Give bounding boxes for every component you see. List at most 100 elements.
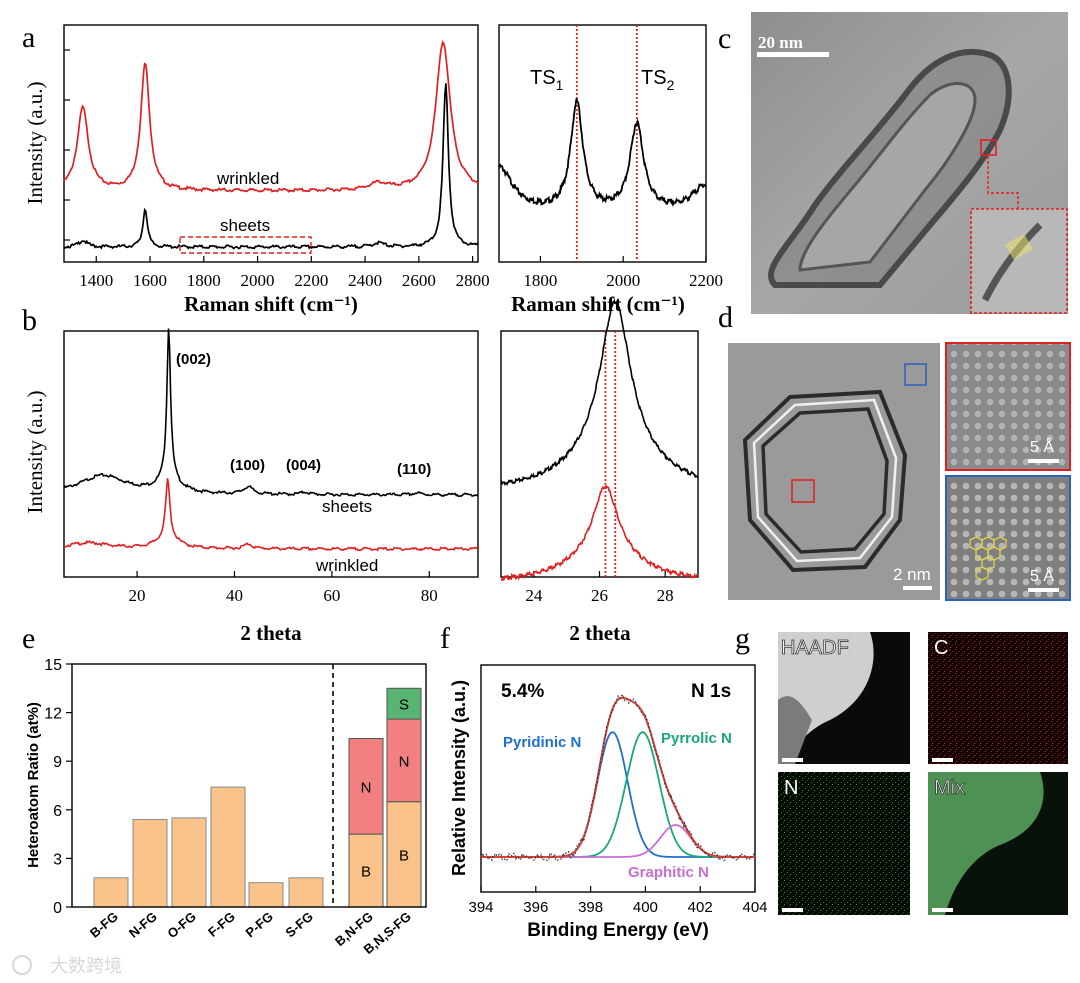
series-line-sheets: [63, 328, 479, 498]
series-line-sheets: [63, 83, 479, 250]
category-label: N-FG: [126, 909, 160, 941]
peak-label-002: (002): [176, 351, 211, 368]
panel-d-main-image: [728, 343, 940, 600]
panel-d-scale-bar: [903, 586, 932, 590]
x-tick-label: 1400: [79, 271, 113, 290]
panel-c-tem-image: 20 nm: [751, 12, 1068, 314]
panel-b-main-tick-labels: 20 40 60 80: [129, 586, 438, 605]
series-line-sheets: [498, 98, 707, 208]
panel-letter-b: b: [22, 304, 37, 337]
panel-d-polygon-mid: [752, 398, 898, 563]
x-tick-label: 40: [226, 586, 243, 605]
panel-a-zoom-series: [498, 98, 707, 208]
panel-a-main-frame: [63, 24, 479, 263]
panel-b-main-frame: [63, 330, 479, 578]
panel-d-inset-blue-scale-bar: [1028, 588, 1059, 592]
legend-pyridinic: Pyridinic N: [503, 734, 581, 751]
panel-b-main-ticks: [136, 571, 430, 577]
map-mix-scale-bar: [932, 908, 953, 912]
panel-letter-d: d: [718, 301, 733, 334]
ts2-sub: 2: [667, 77, 675, 93]
x-tick-label: 1800: [523, 271, 557, 290]
stacked-segment-S: [386, 687, 422, 720]
y-tick-label: 0: [53, 900, 62, 917]
panel-e-frame: [71, 663, 427, 908]
panel-d-scale-label: 2 nm: [893, 565, 931, 584]
panel-a-ylabel: Intensity (a.u.): [23, 81, 47, 204]
panel-b-ylabel: Intensity (a.u.): [23, 390, 47, 513]
watermark: 大数跨境: [12, 955, 122, 977]
map-mix-particle: [928, 772, 1044, 915]
x-tick-label: 2000: [606, 271, 640, 290]
panel-b-main-series: [63, 328, 479, 552]
stacked-segment-N: [348, 738, 384, 835]
panel-f-percent: 5.4%: [501, 681, 544, 702]
segment-label-B: B: [399, 847, 409, 864]
x-tick-label: 394: [468, 899, 493, 916]
panel-f-tick-labels: 394 396 398 400 402 404: [468, 899, 767, 916]
x-tick-label: 24: [525, 586, 543, 605]
bar-N-FG: [132, 819, 168, 908]
panel-letter-f: f: [440, 622, 450, 655]
x-tick-label: 2200: [294, 271, 328, 290]
bar-F-FG: [210, 786, 246, 908]
panel-letter-g: g: [735, 622, 750, 655]
series-line-wrinkled: [64, 478, 479, 552]
y-tick-label: 3: [53, 851, 62, 868]
panel-c-roi-connector: [987, 156, 1019, 209]
segment-label-N: N: [361, 779, 372, 796]
panel-b-zoom-tick-labels: 24 26 28: [525, 586, 673, 605]
y-tick-label: 15: [44, 657, 62, 674]
series-line-wrinkled: [63, 40, 479, 193]
panel-b-zoom-ticks: [533, 571, 666, 577]
panel-b-zoom: 24 26 28 2 theta: [500, 298, 699, 645]
series-line-sheets: [500, 298, 699, 487]
stacked-segment-N: [386, 718, 422, 803]
panel-a-zoom-xlabel: Raman shift (cm⁻¹): [511, 292, 685, 316]
panel-d-roi-red: [791, 479, 815, 503]
panel-letter-e: e: [22, 622, 35, 655]
annotation-wrinkled-a: wrinkled: [216, 169, 279, 188]
panel-e-ylabel: Heteroatom Ratio (at%): [25, 702, 42, 868]
panel-a-xlabel: Raman shift (cm⁻¹): [184, 292, 358, 316]
panel-f-n1s: N 1s: [691, 681, 731, 702]
panel-e-tick-labels: 0 3 6 9 12 15: [44, 657, 62, 917]
category-label: S-FG: [282, 909, 315, 940]
x-tick-label: 402: [688, 899, 713, 916]
category-label: P-FG: [242, 909, 275, 940]
panel-a-zoom-frame: [498, 24, 707, 263]
panel-d-polygon-outer: [742, 389, 908, 573]
map-n-scale-bar: [782, 908, 803, 912]
x-tick-label: 28: [657, 586, 674, 605]
x-tick-label: 398: [578, 899, 603, 916]
map-n-label: N: [784, 777, 798, 799]
x-tick-label: 60: [323, 586, 340, 605]
panel-b-xlabel: 2 theta: [240, 621, 302, 645]
panel-a-zoom-markers: [575, 25, 638, 262]
panel-a-zoom-ticks: [539, 256, 707, 262]
panel-e-category-labels: B-FG N-FG O-FG F-FG P-FG S-FG B,N-FGB,N,S-FG: [87, 909, 414, 957]
panel-b-main: 20 40 60 80 (002) (100) (004) (110) sheets …: [23, 328, 479, 645]
legend-graphitic: Graphitic N: [628, 864, 709, 881]
category-label: O-FG: [164, 909, 199, 941]
panel-d-polygon-inner: [761, 407, 889, 554]
annotation-sheets-b: sheets: [322, 497, 372, 516]
watermark-icon: [12, 955, 32, 975]
ts1-sub: 1: [556, 77, 564, 93]
watermark-text: 大数跨境: [50, 956, 122, 977]
ts1-main: TS: [530, 67, 556, 89]
bar-O-FG: [171, 817, 207, 908]
x-tick-label: 2400: [348, 271, 382, 290]
x-tick-label: 404: [742, 899, 767, 916]
bar-B-FG: [93, 877, 129, 908]
y-tick-label: 6: [53, 803, 62, 820]
category-label: F-FG: [205, 909, 238, 940]
y-tick-label: 12: [44, 706, 62, 723]
x-tick-label: 26: [591, 586, 608, 605]
segment-label-N: N: [399, 753, 410, 770]
peak-label-004: (004): [286, 457, 321, 474]
panel-f-frame: [480, 664, 756, 893]
panel-c-inset-highlight: [1004, 233, 1034, 261]
bar-P-FG: [248, 882, 284, 908]
